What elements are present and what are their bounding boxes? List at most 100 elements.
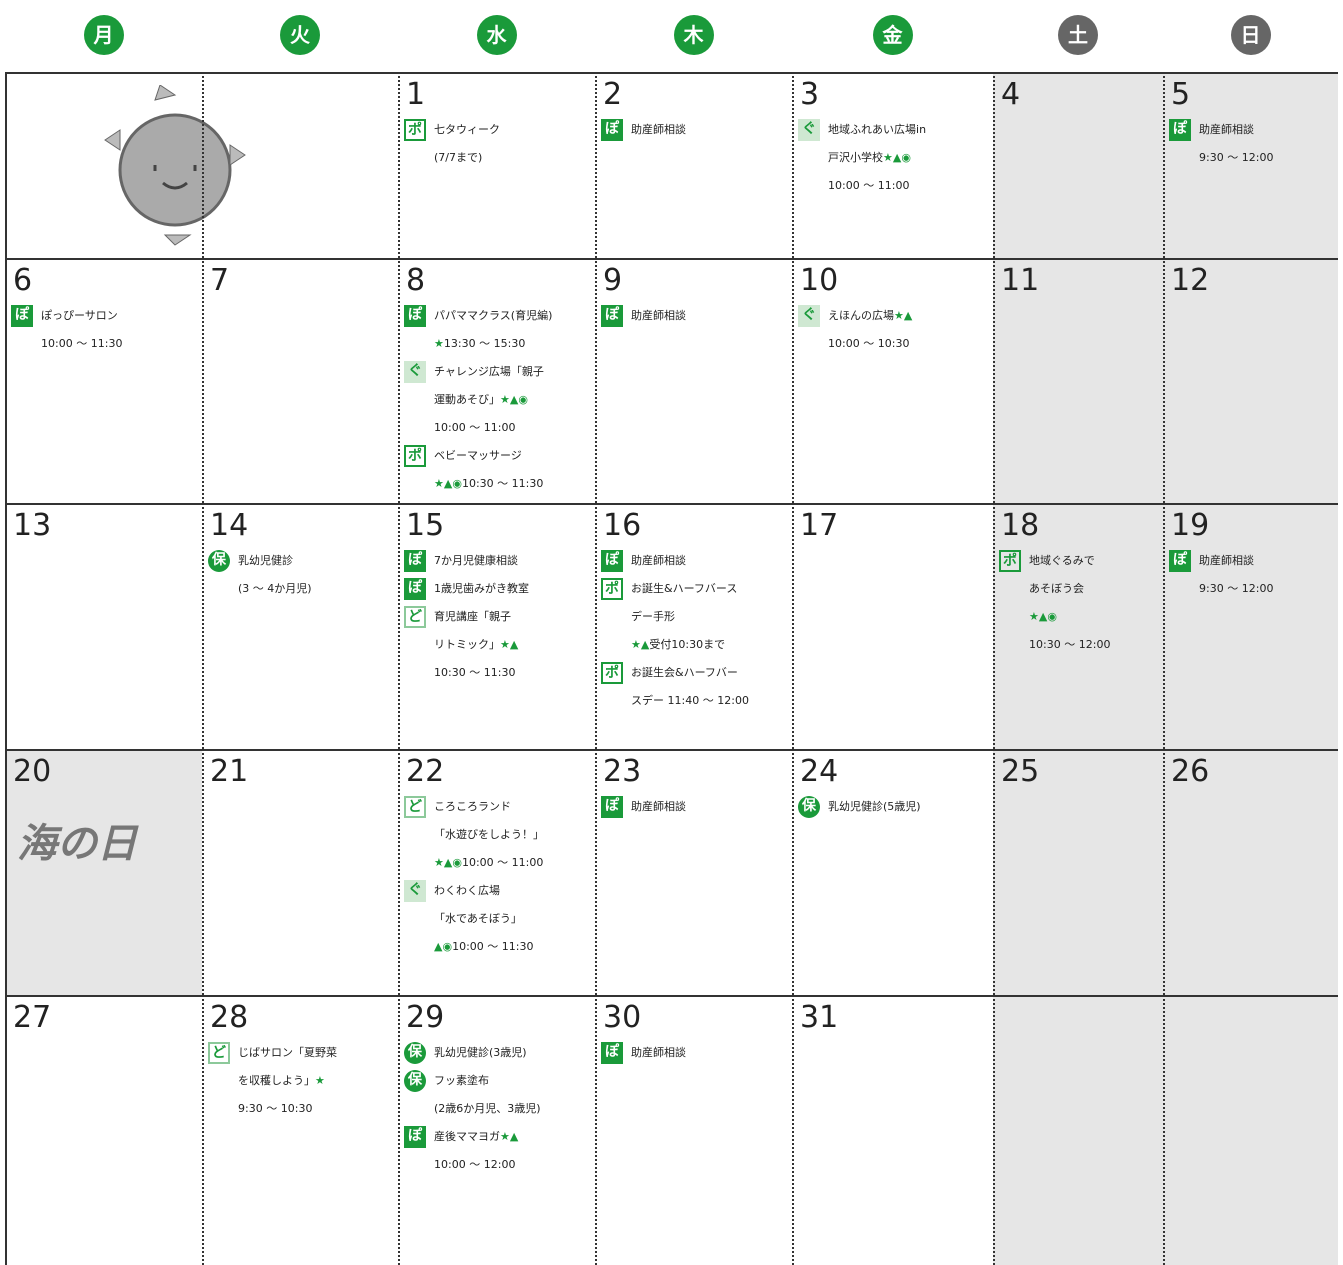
- event-line: 9:30 ～ 12:00: [1199, 582, 1274, 595]
- event-line: 10:30 ～ 11:30: [434, 666, 516, 679]
- day-cell: 27: [5, 995, 202, 1265]
- day-cell: [5, 72, 202, 258]
- event-line: 地域ふれあい広場in: [828, 123, 927, 136]
- day-number: 4: [1001, 77, 1021, 112]
- event-line: 「水遊びをしよう！」: [434, 828, 544, 841]
- day-number: 1: [406, 77, 426, 112]
- event-icon: ぽ: [601, 1042, 623, 1064]
- event-line: を収穫しよう」★: [238, 1074, 325, 1087]
- event-line: えほんの広場★▲: [828, 309, 913, 322]
- event-line: 9:30 ～ 12:00: [1199, 151, 1274, 164]
- illustration-text: 海の日: [17, 821, 137, 867]
- event: 保乳幼児健診 (3 ～ 4か月児): [208, 547, 396, 603]
- day-cell: 7: [202, 258, 398, 503]
- day-cell: 3 ぐ地域ふれあい広場in 戸沢小学校★▲◉ 10:00 ～ 11:00: [792, 72, 993, 258]
- event-icon: ぐ: [798, 305, 820, 327]
- event: ポベビーマッサージ ★▲◉10:30 ～ 11:30: [404, 442, 593, 498]
- event: ぽパパママクラス(育児編) ★13:30 ～ 15:30: [404, 302, 593, 358]
- day-cell: 15 ぽ 7か月児健康相談ぽ 1歳児歯みがき教室ど育児講座「親子 リトミック」★▲ 10:…: [398, 503, 595, 749]
- event-line: ★▲◉10:00 ～ 11:00: [434, 856, 544, 869]
- day-number: 9: [603, 263, 623, 298]
- event: どころころランド「水遊びをしよう！」 ★▲◉10:00 ～ 11:00: [404, 793, 593, 877]
- event-line: スデー 11:40 ～ 12:00: [631, 694, 749, 707]
- event-line: 10:00 ～ 12:00: [434, 1158, 516, 1171]
- day-number: 10: [800, 263, 839, 298]
- day-cell: 25: [993, 749, 1163, 995]
- event-line: お誕生会&ハーフバー: [631, 666, 738, 679]
- event-icon: 保: [404, 1042, 426, 1064]
- day-cell: 19 ぽ助産師相談 9:30 ～ 12:00: [1163, 503, 1338, 749]
- event-line: 乳幼児健診: [238, 554, 293, 567]
- event-line: ★▲◉: [1029, 610, 1057, 623]
- day-number: 20: [13, 754, 52, 789]
- event-line: デー手形: [631, 610, 675, 623]
- event-icon: ぽ: [11, 305, 33, 327]
- event: ぐわくわく広場 「水であそぼう」 ▲◉10:00 ～ 11:30: [404, 877, 593, 961]
- day-number: 22: [406, 754, 445, 789]
- event-line: 助産師相談: [631, 800, 686, 813]
- day-cell: [1163, 995, 1338, 1265]
- event-line: 助産師相談: [1199, 123, 1254, 136]
- event-icon: ぐ: [404, 361, 426, 383]
- day-cell: 29 保乳幼児健診(3歳児) 保フッ素塗布 (2歳6か月児、3歳児) ぽ産後ママヨガ★▲…: [398, 995, 595, 1265]
- event-line: 1歳児歯みがき教室: [434, 582, 529, 595]
- day-cell: 12: [1163, 258, 1338, 503]
- day-number: 12: [1171, 263, 1210, 298]
- day-number: 28: [210, 1000, 249, 1035]
- event: ポお誕生会&ハーフバー スデー 11:40 ～ 12:00: [601, 659, 790, 715]
- event-line: 助産師相談: [631, 309, 686, 322]
- day-number: 15: [406, 508, 445, 543]
- day-cell: 26: [1163, 749, 1338, 995]
- day-number: 8: [406, 263, 426, 298]
- event-line: お誕生&ハーフバース: [631, 582, 738, 595]
- event-line: 助産師相談: [1199, 554, 1254, 567]
- day-number: 30: [603, 1000, 642, 1035]
- day-cell: 13: [5, 503, 202, 749]
- event: ぽ助産師相談: [601, 793, 790, 821]
- weekday-label: 金: [872, 15, 913, 55]
- event-line: ★▲受付10:30まで: [631, 638, 726, 651]
- day-number: 25: [1001, 754, 1040, 789]
- event-icon: ぽ: [601, 119, 623, 141]
- event-line: ★▲◉10:30 ～ 11:30: [434, 477, 544, 490]
- event-icon: ぽ: [601, 305, 623, 327]
- event-line: (3 ～ 4か月児): [238, 582, 312, 595]
- event-line: 乳幼児健診(5歳児): [828, 800, 921, 813]
- event-icon: ど: [208, 1042, 230, 1064]
- day-cell: 4: [993, 72, 1163, 258]
- event-line: 10:00 ～ 10:30: [828, 337, 910, 350]
- event-line: (2歳6か月児、3歳児): [434, 1102, 541, 1115]
- event-line: 七タウィーク: [434, 123, 500, 136]
- day-cell: 14 保乳幼児健診 (3 ～ 4か月児): [202, 503, 398, 749]
- day-cell: 16 ぽ助産師相談ポお誕生&ハーフバース デー手形 ★▲受付10:30までポお誕生会&…: [595, 503, 792, 749]
- day-cell: 23 ぽ助産師相談: [595, 749, 792, 995]
- day-number: 21: [210, 754, 249, 789]
- day-number: 27: [13, 1000, 52, 1035]
- event-line: 戸沢小学校★▲◉: [828, 151, 911, 164]
- event: ぽ助産師相談 9:30 ～ 12:00: [1169, 547, 1336, 603]
- event-line: じばサロン「夏野菜: [238, 1046, 337, 1059]
- event-icon: ど: [404, 796, 426, 818]
- weekday-label: 火: [280, 15, 320, 55]
- event-icon: ぽ: [1169, 119, 1191, 141]
- event: ぽ助産師相談: [601, 547, 790, 575]
- day-cell: 8 ぽパパママクラス(育児編) ★13:30 ～ 15:30 ぐチャレンジ広場「親子運…: [398, 258, 595, 503]
- day-cell: 2 ぽ助産師相談: [595, 72, 792, 258]
- event-line: ころころランド: [434, 800, 511, 813]
- event-line: 10:00 ～ 11:00: [828, 179, 910, 192]
- event-line: 育児講座「親子: [434, 610, 511, 623]
- event-line: 7か月児健康相談: [434, 554, 518, 567]
- event-icon: 保: [798, 796, 820, 818]
- event-line: 運動あそび」★▲◉: [434, 393, 528, 406]
- event-line: あそぼう会: [1029, 582, 1084, 595]
- event-icon: ぽ: [404, 550, 426, 572]
- event: ぐチャレンジ広場「親子 運動あそび」★▲◉ 10:00 ～ 11:00: [404, 358, 593, 442]
- event: ポお誕生&ハーフバース デー手形 ★▲受付10:30まで: [601, 575, 790, 659]
- event-line: 産後ママヨガ★▲: [434, 1130, 519, 1143]
- day-cell: 21: [202, 749, 398, 995]
- event-line: 助産師相談: [631, 554, 686, 567]
- event-line: チャレンジ広場「親子: [434, 365, 544, 378]
- day-number: 26: [1171, 754, 1210, 789]
- event: ぽ 1歳児歯みがき教室: [404, 575, 593, 603]
